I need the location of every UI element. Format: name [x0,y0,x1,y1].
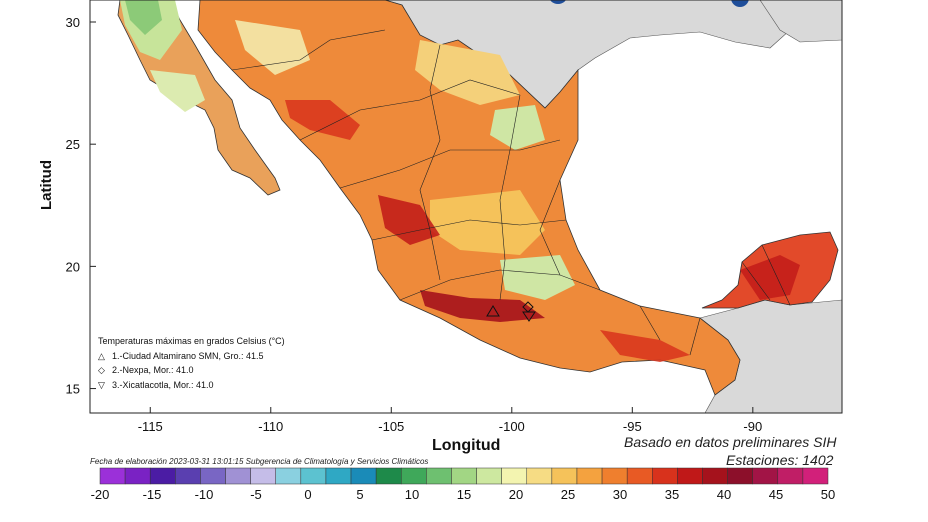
cool-green-plateau [490,105,545,150]
legend: Temperaturas máximas en grados Celsius (… [98,334,285,392]
colorbar-swatch [777,467,804,485]
x-tick-label: -115 [138,419,163,434]
colorbar-label: 30 [613,487,627,502]
cool-baja-mid [150,70,205,112]
legend-title: Temperaturas máximas en grados Celsius (… [98,336,285,346]
colorbar-swatch [626,467,653,485]
x-tick-label: -95 [623,419,642,434]
colorbar-swatch [175,467,201,485]
state-boundaries [231,29,791,356]
colorbar-swatch [451,467,477,485]
colorbar-label: 40 [717,487,731,502]
y-tick-label: 25 [66,137,80,152]
hot-balsas-band [420,290,545,322]
triangle-up-icon: △ [98,350,105,361]
hot-yucatan-core [740,255,800,300]
colorbar-swatch [802,467,829,485]
colorbar-swatch [325,467,352,485]
station-marker-triangle-up [486,305,500,317]
colorbar-label: 15 [457,487,471,502]
x-axis-title: Longitud [432,437,501,454]
x-tick-label: -105 [378,419,404,434]
florida-land [759,0,842,43]
warm-centre-patch [430,190,545,255]
colorbar-swatch [250,467,276,485]
hot-pacific-band [378,195,440,245]
legend-entry-2: ◇ 2.-Nexpa, Mor.: 41.0 [98,363,285,378]
y-axis-ticks: 30 25 20 15 [66,15,96,397]
colorbar-label: -15 [143,487,162,502]
colorbar-swatch [601,467,628,485]
legend-entry-1: △ 1.-Ciudad Altamirano SMN, Gro.: 41.5 [98,349,285,364]
y-axis-title: Latitud [38,160,55,210]
y-tick-label: 30 [66,15,80,30]
colorbar-label: 20 [509,487,523,502]
colorbar-swatch [526,467,553,485]
hot-oaxaca-band [600,330,690,362]
colorbar-swatch [501,467,528,485]
colorbar-swatch [576,467,603,485]
colorbar-swatch [99,467,126,485]
cool-plateau-patch [415,40,520,105]
colorbar-label: -10 [195,487,214,502]
colorbar-label: 0 [304,487,311,502]
diamond-icon: ◇ [98,365,105,375]
colorbar-swatch [124,467,151,485]
cool-green-patch [125,0,162,35]
colorbar-label: 45 [769,487,783,502]
x-tick-label: -100 [499,419,525,434]
colorbar-swatch [476,467,502,485]
colorbar-swatch [200,467,226,485]
agency-logo [550,0,566,4]
colorbar-label: -20 [91,487,110,502]
data-basis-note: Basado en datos preliminares SIH [624,434,837,450]
y-tick-label: 15 [66,382,80,397]
colorbar-swatch [149,467,176,485]
hot-sierra-band [285,100,360,140]
colorbar-label: 10 [405,487,419,502]
colorbar-label: 25 [561,487,575,502]
colorbar-swatch [375,467,402,485]
legend-entry-label: 1.-Ciudad Altamirano SMN, Gro.: 41.5 [112,350,264,361]
colorbar-swatch [350,467,377,485]
colorbar-label: 50 [821,487,835,502]
legend-entry-3: ▽ 3.-Xicatlacotla, Mor.: 41.0 [98,378,285,393]
colorbar-swatch [275,467,302,485]
station-marker-triangle-down [522,311,536,322]
colorbar [99,467,829,485]
colorbar-labels: -20 -15 -10 -5 0 5 10 15 20 25 30 35 40 45 50 [91,487,836,502]
colorbar-swatch [652,467,678,485]
legend-entry-label: 2.-Nexpa, Mor.: 41.0 [112,365,194,375]
footer-date-note: Fecha de elaboración 2023-03-31 13:01:15… [90,457,429,466]
triangle-down-icon: ▽ [98,379,105,390]
x-axis-ticks: -115 -110 -105 -100 -95 -90 [138,407,762,434]
colorbar-swatch [752,467,779,485]
colorbar-swatch [426,467,452,485]
colorbar-swatch [727,467,753,485]
colorbar-swatch [677,467,703,485]
colorbar-label: 35 [665,487,679,502]
stations-count: Estaciones: 1402 [726,452,834,468]
colorbar-swatch [551,467,578,485]
colorbar-label: 5 [356,487,363,502]
colorbar-swatch [702,467,728,485]
colorbar-label: -5 [250,487,262,502]
colorbar-swatch [225,467,251,485]
x-tick-label: -110 [258,419,283,434]
agency-logo-secondary [731,0,749,7]
colorbar-swatch [300,467,327,485]
plot-frame [89,0,843,414]
colorbar-swatch [400,467,427,485]
legend-entry-label: 3.-Xicatlacotla, Mor.: 41.0 [112,379,214,390]
x-tick-label: -90 [743,419,762,434]
y-tick-label: 20 [66,259,80,274]
